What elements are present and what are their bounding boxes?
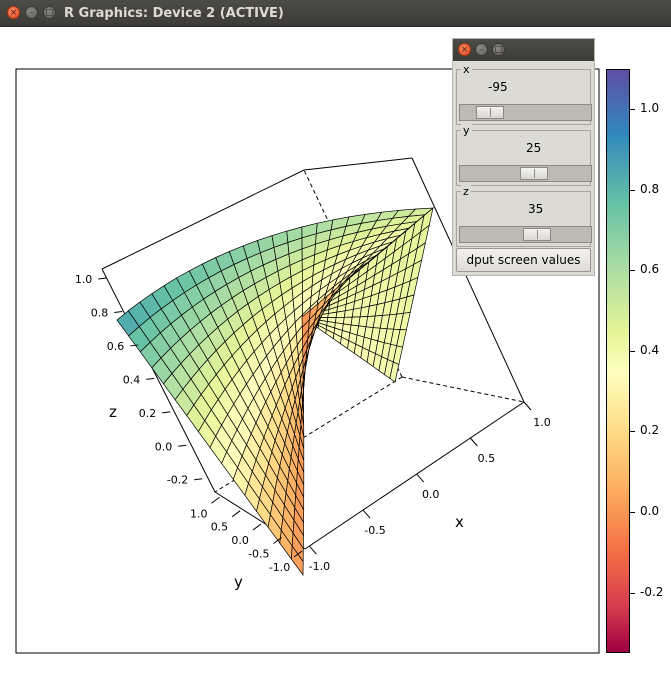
colorbar <box>606 69 630 653</box>
x-axis-label: x <box>455 513 464 531</box>
y-slider-group: y 25 <box>456 124 592 186</box>
z-axis-tick <box>162 411 171 414</box>
colorbar-tick-label: -0.2 <box>640 585 664 599</box>
colorbar-tick-label: 0.8 <box>640 182 660 196</box>
x-slider-thumb[interactable] <box>476 106 505 119</box>
z-slider[interactable] <box>459 226 592 243</box>
surface-facet <box>335 310 346 318</box>
rotation-control-window: × – □ x -95 y 25 z 35 dput screen values <box>452 38 595 276</box>
colorbar-tick-label: 0.0 <box>640 504 660 518</box>
x-axis-tick-label: 0.0 <box>422 488 440 501</box>
control-maximize-icon[interactable]: □ <box>492 43 505 56</box>
z-axis-tick-label: -0.2 <box>167 474 188 487</box>
control-titlebar: × – □ <box>453 39 594 61</box>
dput-screen-values-button[interactable]: dput screen values <box>456 248 591 272</box>
close-icon[interactable]: × <box>7 6 20 19</box>
window-titlebar: × – □ R Graphics: Device 2 (ACTIVE) <box>0 0 671 27</box>
y-axis-tick-label: 0.5 <box>211 521 229 534</box>
y-slider-value: 25 <box>526 141 542 155</box>
x-slider-label: x <box>461 63 472 76</box>
z-slider-label: z <box>461 185 471 198</box>
y-axis-tick-label: 0.0 <box>231 534 249 547</box>
control-close-icon[interactable]: × <box>458 43 471 56</box>
x-axis-tick-label: 0.5 <box>478 452 496 465</box>
z-axis-tick <box>98 277 107 280</box>
z-axis-tick <box>146 377 155 380</box>
z-axis-tick-label: 0.2 <box>139 407 157 420</box>
minimize-icon[interactable]: – <box>25 6 38 19</box>
colorbar-tick-label: 0.6 <box>640 262 660 276</box>
x-axis-tick <box>523 401 532 411</box>
z-axis-tick-label: 0.6 <box>107 340 125 353</box>
plot-area: 1.00.80.60.40.20.0-0.21.00.50.0-0.5-1.0-… <box>15 68 600 654</box>
colorbar-tick-label: 0.2 <box>640 423 660 437</box>
y-axis-tick-label: -0.5 <box>248 547 269 560</box>
y-axis-tick <box>273 537 282 544</box>
y-slider[interactable] <box>459 165 592 182</box>
z-axis-tick-label: 0.0 <box>155 440 173 453</box>
surface-facet <box>389 361 400 383</box>
plot-frame <box>15 68 600 654</box>
colorbar-tick <box>630 270 635 271</box>
x-slider-value: -95 <box>488 80 508 94</box>
colorbar-tick-label: 1.0 <box>640 101 660 115</box>
y-slider-label: y <box>461 124 472 137</box>
colorbar-tick <box>630 512 635 513</box>
y-axis-tick-label: 1.0 <box>190 507 208 520</box>
x-axis-tick <box>362 509 371 519</box>
colorbar-tick <box>630 431 635 432</box>
y-axis-tick-label: -1.0 <box>269 561 290 574</box>
colorbar-tick <box>630 190 635 191</box>
z-axis-tick <box>178 444 187 447</box>
colorbar-tick <box>630 109 635 110</box>
z-slider-thumb[interactable] <box>522 228 551 241</box>
x-axis-tick <box>469 437 478 447</box>
window-title: R Graphics: Device 2 (ACTIVE) <box>64 6 284 21</box>
y-axis-tick <box>252 523 262 531</box>
z-axis-tick <box>194 478 203 481</box>
z-axis-tick-label: 1.0 <box>75 273 93 286</box>
z-axis-label: z <box>109 403 117 421</box>
x-slider[interactable] <box>459 104 592 121</box>
z-axis-tick-label: 0.4 <box>123 373 141 386</box>
colorbar-tick-label: 0.4 <box>640 343 660 357</box>
x-axis-tick-label: 1.0 <box>533 416 551 429</box>
x-axis-tick <box>416 473 425 483</box>
y-slider-thumb[interactable] <box>519 167 548 180</box>
z-slider-value: 35 <box>528 202 544 216</box>
control-minimize-icon[interactable]: – <box>475 43 488 56</box>
z-axis-tick-label: 0.8 <box>91 306 109 319</box>
y-axis-tick <box>293 550 303 558</box>
colorbar-tick <box>630 351 635 352</box>
surface-plot <box>116 207 435 577</box>
y-axis-tick <box>231 510 241 518</box>
surface-facet <box>301 309 311 328</box>
x-axis-tick-label: -1.0 <box>309 560 330 573</box>
x-axis-tick <box>309 545 317 555</box>
axis-ticks: 1.00.80.60.40.20.0-0.21.00.50.0-0.5-1.0-… <box>75 273 551 574</box>
y-axis-label: y <box>234 573 243 591</box>
colorbar-tick <box>630 593 635 594</box>
x-axis-tick-label: -0.5 <box>364 524 385 537</box>
z-slider-group: z 35 <box>456 185 592 247</box>
y-axis-tick <box>211 496 220 504</box>
x-slider-group: x -95 <box>456 63 592 125</box>
z-axis-tick <box>130 344 139 347</box>
maximize-icon[interactable]: □ <box>43 6 56 19</box>
z-axis-tick <box>114 310 123 313</box>
